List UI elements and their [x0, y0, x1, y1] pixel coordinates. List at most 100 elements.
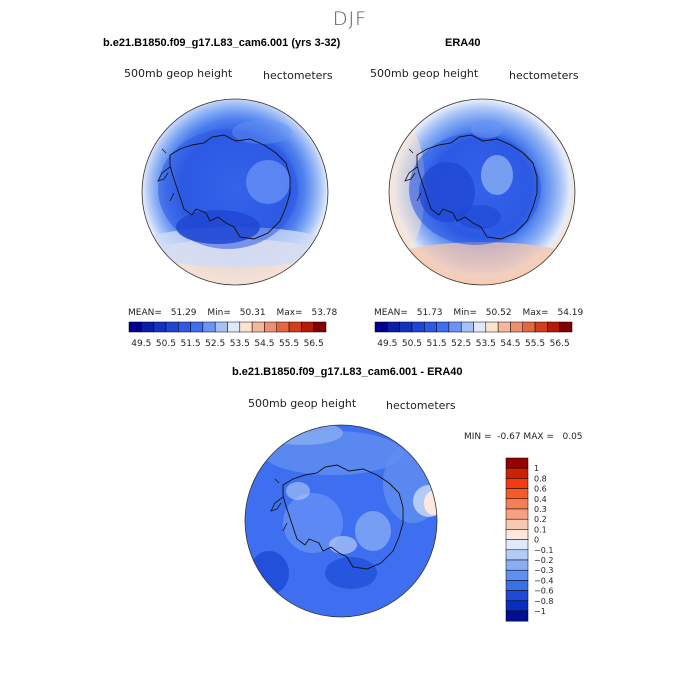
colorbar-swatch — [505, 610, 529, 622]
colorbar-tick-label: −0.8 — [534, 597, 553, 606]
panel1-antarctica-outline — [169, 134, 291, 240]
colorbar-swatch — [485, 321, 499, 333]
colorbar-swatch — [505, 569, 529, 581]
colorbar-tick-label: 0 — [534, 536, 539, 545]
panel1-min-label: Min= — [207, 308, 231, 318]
colorbar-swatch — [190, 321, 204, 333]
colorbar-tick-label: −1 — [534, 607, 546, 616]
colorbar-swatch — [214, 321, 228, 333]
colorbar-tick-label: 0.8 — [534, 474, 547, 483]
panel2-colorbar: 49.5 50.5 51.5 52.5 53.5 54.5 55.5 56.5 — [374, 321, 573, 349]
colorbar-tick-label: −0.2 — [534, 556, 553, 565]
colorbar-swatch — [387, 321, 400, 333]
panel3-colorbar: 10.8 0.60.40.30.20.1 0−0.1−0.2−0.3−0.4 −0.6… — [505, 457, 553, 622]
colorbar-tick-label: 54.5 — [254, 339, 274, 349]
colorbar-swatch — [505, 498, 529, 510]
panel2-map — [388, 98, 576, 286]
colorbar-swatch — [411, 321, 425, 333]
colorbar-tick-label: 54.5 — [500, 339, 520, 349]
colorbar-tick-label: 0.6 — [534, 485, 547, 494]
colorbar-tick-label: 51.5 — [427, 339, 447, 349]
colorbar-swatch — [505, 518, 529, 530]
colorbar-swatch — [534, 321, 548, 333]
colorbar-swatch — [374, 321, 388, 333]
colorbar-swatch — [505, 457, 529, 469]
colorbar-swatch — [505, 467, 529, 479]
colorbar-swatch — [128, 321, 142, 333]
colorbar-swatch — [448, 321, 462, 333]
panel1-max-value: 53.78 — [311, 308, 338, 318]
colorbar-tick-label: 56.5 — [550, 339, 570, 349]
panel2-units-label: hectometers — [509, 69, 579, 82]
colorbar-swatch — [153, 321, 167, 333]
panel2-stats: MEAN= 51.73 Min= 50.52 Max= 54.19 — [374, 308, 583, 318]
colorbar-swatch — [227, 321, 241, 333]
panel1-mean-value: 51.29 — [170, 308, 197, 318]
colorbar-swatch — [460, 321, 474, 333]
colorbar-swatch — [202, 321, 216, 333]
panel2-mean-value: 51.73 — [416, 308, 443, 318]
panel2-antarctica-outline — [416, 134, 538, 240]
panel3-map — [244, 424, 438, 618]
panel2-max-label: Max= — [522, 308, 549, 318]
colorbar-tick-label: 56.5 — [304, 339, 324, 349]
colorbar-swatch — [505, 539, 529, 551]
colorbar-swatch — [505, 549, 529, 561]
colorbar-swatch — [505, 478, 529, 489]
colorbar-swatch — [497, 321, 511, 333]
panel3-antarctica-outline — [282, 464, 404, 570]
panel2-mean-label: MEAN= — [374, 308, 408, 318]
colorbar-swatch — [505, 580, 529, 591]
panel1-stats: MEAN= 51.29 Min= 50.31 Max= 53.78 — [128, 308, 337, 318]
colorbar-swatch — [505, 600, 529, 612]
panel1-title: b.e21.B1850.f09_g17.L83_cam6.001 (yrs 3-… — [103, 37, 341, 49]
colorbar-swatch — [547, 321, 560, 333]
colorbar-tick-label: 53.5 — [476, 339, 496, 349]
panel2-variable-label: 500mb geop height — [370, 67, 479, 80]
colorbar-tick-label: 53.5 — [230, 339, 250, 349]
colorbar-tick-label: 51.5 — [181, 339, 201, 349]
colorbar-tick-label: 55.5 — [279, 339, 299, 349]
colorbar-swatch — [399, 321, 413, 333]
colorbar-swatch — [178, 321, 191, 333]
colorbar-tick-label: 0.4 — [534, 495, 547, 504]
colorbar-tick-label: 0.2 — [534, 515, 547, 524]
colorbar-tick-label: 0.3 — [534, 505, 547, 514]
panel2-min-value: 50.52 — [485, 308, 512, 318]
panel1-min-value: 50.31 — [239, 308, 266, 318]
colorbar-tick-label: −0.3 — [534, 566, 553, 575]
colorbar-swatch — [505, 488, 529, 500]
panel1-map — [141, 98, 329, 286]
colorbar-swatch — [264, 321, 277, 333]
colorbar-tick-label: 50.5 — [156, 339, 176, 349]
panel1-units-label: hectometers — [263, 69, 333, 82]
colorbar-swatch — [505, 559, 529, 571]
colorbar-swatch — [165, 321, 179, 333]
colorbar-tick-label: 1 — [534, 464, 539, 473]
colorbar-tick-label: 52.5 — [451, 339, 471, 349]
colorbar-swatch — [239, 321, 253, 333]
panel3-title: b.e21.B1850.f09_g17.L83_cam6.001 - ERA40 — [232, 366, 463, 378]
panel1-colorbar: 49.5 50.5 51.5 52.5 53.5 54.5 55.5 56.5 — [128, 321, 327, 349]
colorbar-tick-label: 49.5 — [131, 339, 151, 349]
colorbar-swatch — [473, 321, 487, 333]
colorbar-swatch — [559, 321, 573, 333]
panel2-title: ERA40 — [445, 37, 481, 49]
colorbar-swatch — [301, 321, 314, 333]
panel2-min-label: Min= — [453, 308, 477, 318]
panel3-units-label: hectometers — [386, 399, 456, 412]
colorbar-swatch — [424, 321, 437, 333]
colorbar-tick-label: 0.1 — [534, 525, 547, 534]
panel3-variable-label: 500mb geop height — [248, 397, 357, 410]
colorbar-swatch — [288, 321, 302, 333]
colorbar-swatch — [505, 529, 529, 540]
colorbar-tick-label: 52.5 — [205, 339, 225, 349]
colorbar-swatch — [522, 321, 536, 333]
panel1-mean-label: MEAN= — [128, 308, 162, 318]
colorbar-tick-label: 49.5 — [377, 339, 397, 349]
panel2-max-value: 54.19 — [557, 308, 584, 318]
colorbar-swatch — [505, 590, 529, 602]
colorbar-swatch — [251, 321, 265, 333]
colorbar-tick-label: −0.1 — [534, 546, 553, 555]
